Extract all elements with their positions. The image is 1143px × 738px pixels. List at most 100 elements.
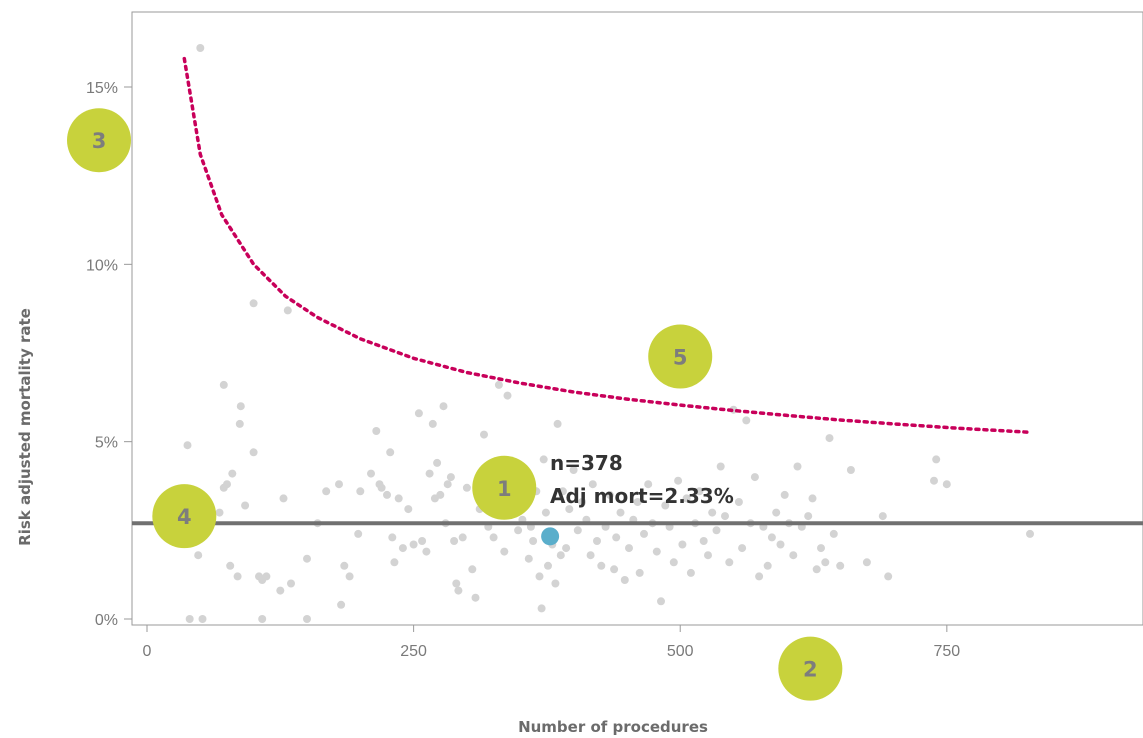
data-point-93 — [562, 544, 571, 553]
data-point-39 — [377, 483, 386, 492]
data-point-156 — [825, 434, 834, 443]
data-point-34 — [354, 529, 363, 538]
data-point-17 — [262, 572, 271, 581]
data-point-121 — [674, 476, 683, 485]
data-point-109 — [625, 544, 633, 553]
data-point-71 — [494, 380, 503, 389]
data-point-4 — [235, 419, 244, 428]
data-point-26 — [303, 554, 311, 563]
data-point-40 — [383, 490, 391, 499]
data-point-64 — [462, 483, 471, 492]
data-point-70 — [489, 533, 498, 542]
data-point-8 — [228, 469, 237, 478]
data-point-153 — [812, 565, 821, 574]
data-point-155 — [821, 558, 830, 567]
data-point-157 — [829, 529, 838, 538]
x-tick-label-250: 250 — [400, 643, 427, 660]
data-point-81 — [529, 537, 538, 545]
data-point-97 — [578, 498, 587, 506]
data-point-18 — [276, 586, 285, 595]
data-point-162 — [884, 572, 893, 581]
data-point-12 — [194, 551, 203, 560]
data-point-83 — [535, 572, 544, 581]
data-point-128 — [704, 551, 712, 560]
data-point-25 — [283, 306, 292, 315]
data-point-63 — [458, 533, 467, 542]
highlighted-hospital-point — [541, 527, 560, 546]
data-point-23 — [303, 615, 311, 623]
data-point-108 — [620, 576, 629, 584]
plot-frame — [131, 11, 1143, 626]
data-point-166 — [1026, 529, 1034, 538]
data-point-123 — [682, 494, 691, 503]
data-point-58 — [443, 480, 452, 489]
data-point-102 — [597, 561, 606, 570]
data-point-145 — [776, 540, 785, 549]
data-point-45 — [398, 544, 407, 553]
data-point-32 — [345, 572, 354, 581]
data-point-0 — [196, 44, 205, 52]
data-point-3 — [236, 402, 245, 411]
data-point-116 — [652, 547, 661, 556]
annotation-badge-1 — [472, 455, 537, 520]
data-point-89 — [551, 579, 560, 588]
x-axis-ticks: 0 250 500 750 — [143, 625, 960, 660]
data-point-62 — [454, 586, 463, 595]
data-point-100 — [588, 480, 597, 489]
data-point-48 — [414, 409, 423, 418]
annotation-badges: 1 2 3 4 5 — [67, 108, 843, 701]
x-tick-label-0: 0 — [143, 643, 152, 660]
annotation-number-3: 3 — [92, 129, 107, 153]
data-point-154 — [817, 544, 825, 553]
data-point-135 — [734, 498, 743, 506]
data-point-27 — [279, 494, 288, 503]
data-point-13 — [226, 561, 235, 570]
data-point-122 — [678, 540, 687, 549]
data-point-20 — [185, 615, 194, 623]
annotation-badge-4 — [152, 484, 217, 549]
data-point-105 — [610, 565, 619, 574]
data-point-9 — [241, 501, 250, 510]
y-tick-label-15: 15% — [86, 80, 118, 97]
data-point-143 — [767, 533, 776, 542]
data-point-7 — [219, 483, 228, 492]
data-point-130 — [712, 526, 721, 535]
data-point-66 — [471, 593, 480, 602]
data-point-124 — [686, 568, 695, 577]
data-point-104 — [605, 490, 614, 499]
data-point-140 — [755, 572, 764, 581]
data-point-127 — [699, 537, 708, 545]
data-point-160 — [862, 558, 871, 567]
data-point-94 — [565, 505, 574, 514]
data-point-113 — [640, 529, 648, 538]
data-point-30 — [335, 480, 343, 489]
data-point-165 — [930, 476, 938, 485]
data-point-50 — [422, 547, 431, 556]
data-point-149 — [793, 462, 802, 471]
data-point-99 — [586, 551, 595, 560]
data-point-139 — [750, 473, 759, 482]
data-point-19 — [287, 579, 295, 588]
annotation-number-5: 5 — [673, 346, 688, 370]
data-point-120 — [669, 558, 678, 567]
data-point-129 — [708, 508, 717, 517]
data-point-42 — [388, 533, 397, 542]
data-point-1 — [183, 441, 192, 450]
data-point-96 — [573, 526, 582, 535]
upper-control-limit-curve — [182, 56, 1029, 434]
data-point-5 — [249, 448, 258, 457]
annotation-badge-2 — [778, 636, 843, 701]
data-point-68 — [480, 430, 488, 439]
x-tick-label-750: 750 — [933, 643, 960, 660]
data-point-76 — [514, 526, 523, 535]
data-point-56 — [439, 402, 448, 411]
annotation-number-4: 4 — [177, 505, 192, 529]
data-point-158 — [836, 561, 845, 570]
highlight-count-label: n=378 — [550, 451, 623, 475]
data-point-146 — [780, 490, 789, 499]
data-point-163 — [932, 455, 941, 464]
data-point-126 — [695, 487, 704, 496]
data-point-84 — [537, 604, 546, 613]
data-point-159 — [846, 466, 855, 474]
data-point-95 — [569, 466, 578, 474]
